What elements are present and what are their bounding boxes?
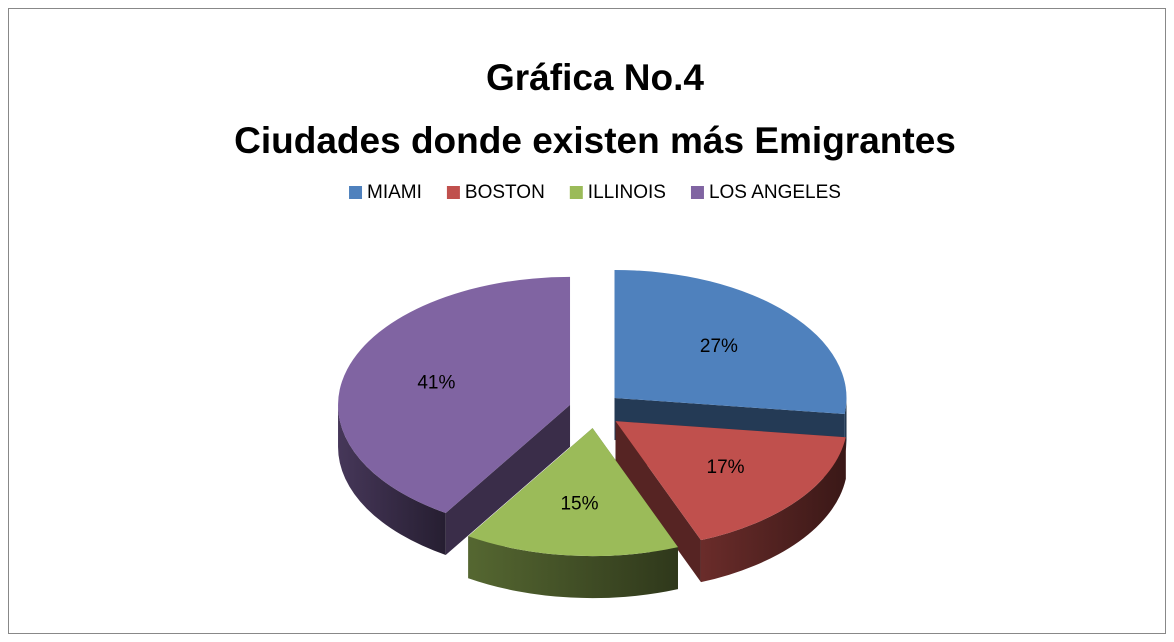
slice-wall [468,536,678,599]
legend: MIAMI BOSTON ILLINOIS LOS ANGELES [349,182,841,203]
slice-side [615,421,701,583]
chart-title: Gráfica No.4 [486,57,704,98]
slice-side [445,404,571,555]
data-label: 17% [707,457,745,478]
data-label: 15% [560,494,598,515]
legend-swatch [690,186,704,199]
legend-label: ILLINOIS [588,182,666,203]
slice-wall [700,437,846,583]
legend-swatch [349,186,363,199]
pie: 27% 17% 15% 41% [338,269,847,599]
legend-label: BOSTON [465,182,545,203]
legend-swatch [569,186,583,199]
slice [615,421,846,541]
slice [614,269,847,415]
slice [468,428,678,557]
legend-swatch [446,186,460,199]
slice [338,276,571,513]
slice-wall [338,404,446,555]
data-label: 41% [417,373,455,394]
legend-label: LOS ANGELES [709,182,841,203]
data-label: 27% [700,336,738,357]
chart-subtitle: Ciudades donde existen más Emigrantes [234,120,956,161]
legend-label: MIAMI [367,182,422,203]
